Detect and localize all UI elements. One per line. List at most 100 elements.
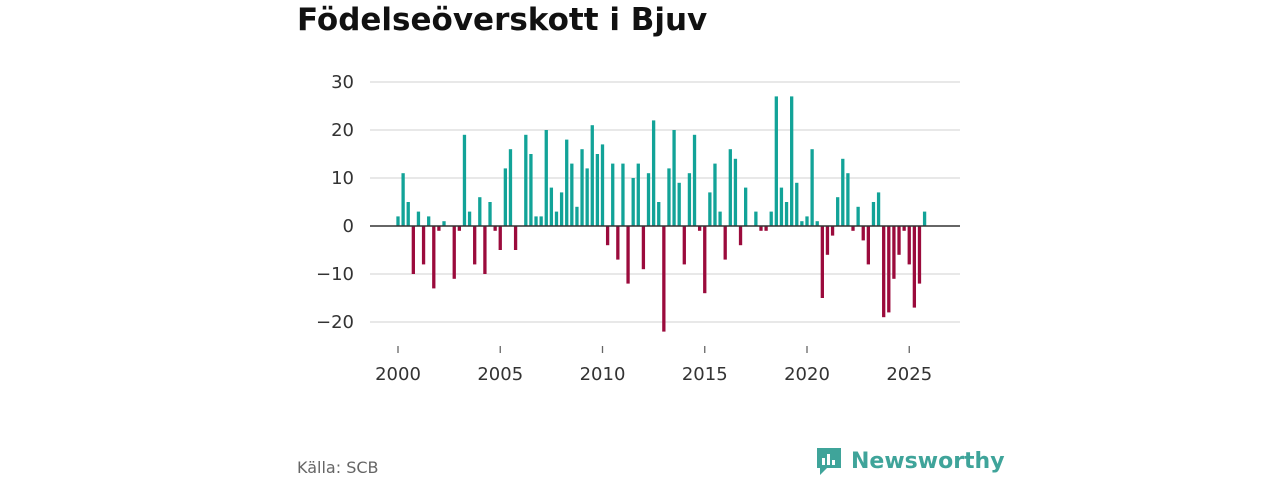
bar	[626, 226, 630, 284]
bar	[539, 216, 543, 226]
bar	[784, 202, 789, 226]
bar	[692, 134, 697, 226]
bar	[549, 187, 554, 226]
bar	[421, 226, 426, 265]
bar	[779, 187, 784, 226]
bar	[851, 226, 855, 231]
bar	[697, 226, 702, 231]
x-axis: 2000 2005 2010 2015 2020 2025	[375, 346, 932, 385]
bar	[621, 163, 625, 226]
brand-logo: Newsworthy	[815, 446, 1005, 476]
y-tick-label: −10	[316, 264, 354, 285]
x-tick-label: 2010	[580, 364, 626, 385]
bar	[529, 154, 533, 226]
bar	[810, 149, 814, 226]
bar	[478, 197, 482, 226]
bar	[411, 226, 415, 274]
bar	[488, 202, 492, 226]
bar	[876, 192, 881, 226]
bar	[917, 226, 922, 284]
x-tick-label: 2020	[784, 364, 830, 385]
y-axis: 30 20 10 0 −10 −20	[316, 72, 354, 333]
bar	[442, 221, 446, 226]
bar	[703, 226, 707, 294]
bar	[887, 226, 891, 313]
bar	[498, 226, 502, 250]
bar	[575, 206, 579, 226]
y-tick-label: 30	[331, 72, 354, 93]
bar	[467, 211, 472, 226]
bar	[416, 211, 421, 226]
bar	[836, 197, 840, 226]
bar	[600, 144, 605, 226]
bar	[892, 226, 896, 279]
bar	[871, 202, 876, 226]
bar	[805, 216, 809, 226]
bar	[759, 226, 763, 231]
bar	[534, 216, 538, 226]
bar	[524, 134, 528, 226]
x-tick-label: 2015	[682, 364, 728, 385]
y-tick-label: 0	[343, 216, 354, 237]
x-tick-label: 2025	[886, 364, 932, 385]
bar	[728, 149, 732, 226]
bar	[559, 192, 564, 226]
bar	[554, 211, 559, 226]
bar	[774, 96, 778, 227]
source-note: Källa: SCB	[297, 458, 379, 477]
bar	[570, 163, 574, 226]
bars	[396, 96, 927, 332]
bar	[882, 226, 886, 318]
bar	[651, 120, 656, 226]
bar	[544, 130, 548, 226]
bar	[590, 125, 594, 226]
bar	[825, 226, 830, 255]
bar	[922, 211, 927, 226]
bar	[866, 226, 870, 265]
bar	[800, 221, 804, 226]
newsworthy-icon	[817, 448, 841, 475]
bar	[790, 96, 794, 227]
bar	[713, 163, 717, 226]
bar	[718, 211, 722, 226]
x-tick-label: 2000	[375, 364, 421, 385]
bar	[841, 158, 845, 226]
x-tick-label: 2005	[477, 364, 523, 385]
bar	[708, 192, 712, 226]
bar	[457, 226, 461, 231]
bar	[513, 226, 518, 250]
bar	[723, 226, 727, 260]
bar	[677, 182, 681, 226]
bar	[846, 173, 850, 226]
bar	[427, 216, 431, 226]
bar	[820, 226, 824, 298]
bar	[406, 202, 410, 226]
bar	[483, 226, 487, 274]
bar	[902, 226, 906, 231]
bar	[733, 158, 738, 226]
bar	[611, 163, 615, 226]
brand-name: Newsworthy	[851, 448, 1005, 474]
bar	[754, 211, 758, 226]
bar	[636, 163, 640, 226]
bar	[493, 226, 497, 231]
bar	[432, 226, 436, 289]
bar	[912, 226, 917, 308]
bar	[897, 226, 901, 255]
bar	[565, 139, 569, 226]
bar	[641, 226, 646, 270]
bar	[396, 216, 400, 226]
bar	[605, 226, 610, 246]
bar	[764, 226, 768, 231]
y-tick-label: 10	[331, 168, 354, 189]
bar	[672, 130, 676, 226]
bar	[437, 226, 441, 231]
bar	[585, 168, 589, 226]
bar	[815, 221, 819, 226]
bar	[682, 226, 686, 265]
bar	[662, 226, 666, 332]
bar	[861, 226, 865, 241]
bar	[646, 173, 651, 226]
bar	[907, 226, 911, 265]
